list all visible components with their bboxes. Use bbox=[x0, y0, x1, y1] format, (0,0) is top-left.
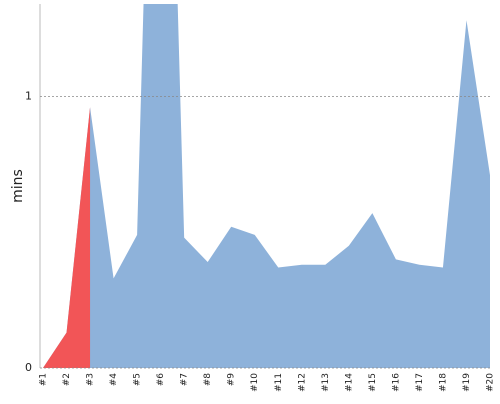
x-tick-label: #15 bbox=[368, 373, 378, 392]
x-tick-label: #16 bbox=[391, 373, 401, 392]
y-axis-label: mins bbox=[10, 169, 26, 203]
x-tick-label: #18 bbox=[438, 373, 448, 392]
x-tick-label: #3 bbox=[86, 373, 96, 386]
x-tick-label: #6 bbox=[156, 373, 166, 387]
x-tick-label: #13 bbox=[321, 373, 331, 392]
area bbox=[43, 4, 490, 368]
y-tick-label: 0 bbox=[25, 361, 32, 374]
x-tick-label: #7 bbox=[180, 373, 190, 386]
x-tick-label: #8 bbox=[203, 373, 213, 387]
x-tick-label: #10 bbox=[250, 373, 260, 392]
x-tick-label: #14 bbox=[344, 373, 354, 392]
x-tick-label: #17 bbox=[415, 373, 425, 392]
x-tick-label: #4 bbox=[109, 373, 119, 387]
x-tick-label: #20 bbox=[486, 373, 496, 392]
x-tick-label: #19 bbox=[462, 373, 472, 392]
y-tick-label: 1 bbox=[25, 89, 32, 102]
area bbox=[43, 107, 91, 368]
x-tick-label: #12 bbox=[297, 373, 307, 392]
plot-area bbox=[43, 4, 490, 368]
x-tick-label: #11 bbox=[274, 373, 284, 392]
x-tick-label: #5 bbox=[133, 373, 143, 386]
x-tick-label: #1 bbox=[39, 373, 49, 386]
x-tick-label: #2 bbox=[62, 373, 72, 386]
x-tick-label: #9 bbox=[227, 373, 237, 387]
